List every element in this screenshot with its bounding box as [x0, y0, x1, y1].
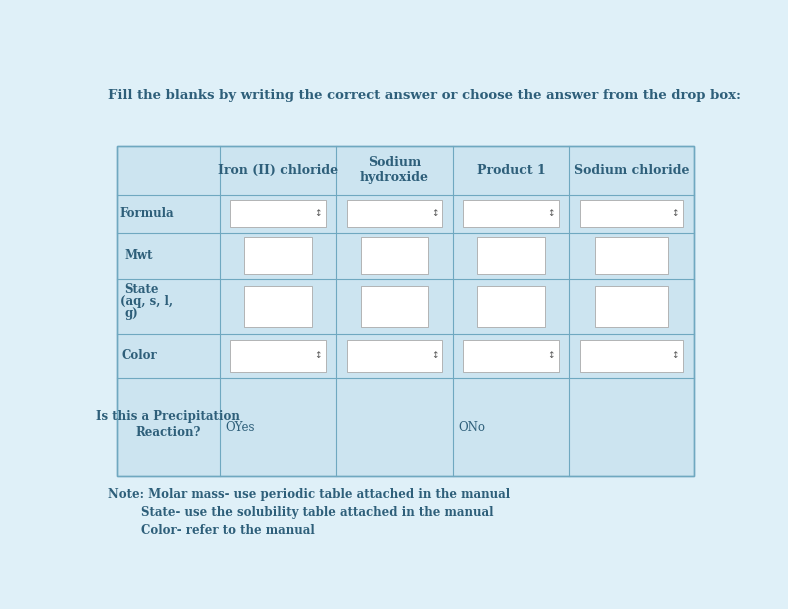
Text: ↕: ↕: [548, 351, 555, 361]
Text: ONo: ONo: [459, 421, 486, 434]
Text: Sodium chloride: Sodium chloride: [574, 164, 690, 177]
Text: ↕: ↕: [314, 209, 322, 218]
Text: Iron (II) chloride: Iron (II) chloride: [217, 164, 338, 177]
Text: Fill the blanks by writing the correct answer or choose the answer from the drop: Fill the blanks by writing the correct a…: [108, 90, 741, 102]
Bar: [463, 340, 559, 372]
Bar: [117, 146, 694, 476]
Bar: [117, 146, 694, 476]
Text: (aq, s, l,: (aq, s, l,: [120, 295, 173, 308]
Bar: [230, 200, 325, 227]
Bar: [347, 340, 442, 372]
Text: Is this a Precipitation: Is this a Precipitation: [96, 410, 240, 423]
Bar: [230, 340, 325, 372]
Bar: [361, 238, 428, 275]
Bar: [463, 200, 559, 227]
Text: ↕: ↕: [314, 351, 322, 361]
Bar: [596, 286, 667, 326]
Text: ↕: ↕: [431, 209, 439, 218]
Text: g): g): [125, 307, 138, 320]
Bar: [596, 238, 667, 275]
Text: ↕: ↕: [671, 209, 679, 218]
Bar: [581, 340, 682, 372]
Text: Formula: Formula: [119, 207, 174, 220]
Text: Note: Molar mass- use periodic table attached in the manual: Note: Molar mass- use periodic table att…: [108, 488, 510, 501]
Bar: [361, 286, 428, 326]
Text: State- use the solubility table attached in the manual: State- use the solubility table attached…: [108, 506, 493, 519]
Text: Color- refer to the manual: Color- refer to the manual: [108, 524, 314, 537]
Bar: [478, 286, 545, 326]
Text: Mwt: Mwt: [125, 249, 153, 262]
Text: Sodium
hydroxide: Sodium hydroxide: [360, 157, 429, 185]
Bar: [244, 238, 311, 275]
Bar: [347, 200, 442, 227]
Bar: [478, 238, 545, 275]
Text: Color: Color: [121, 350, 158, 362]
Bar: [244, 286, 311, 326]
Text: Reaction?: Reaction?: [136, 426, 201, 440]
Text: OYes: OYes: [225, 421, 255, 434]
Text: ↕: ↕: [671, 351, 679, 361]
Text: Product 1: Product 1: [477, 164, 545, 177]
Text: State: State: [125, 283, 158, 296]
Bar: [581, 200, 682, 227]
Text: ↕: ↕: [431, 351, 439, 361]
Text: ↕: ↕: [548, 209, 555, 218]
